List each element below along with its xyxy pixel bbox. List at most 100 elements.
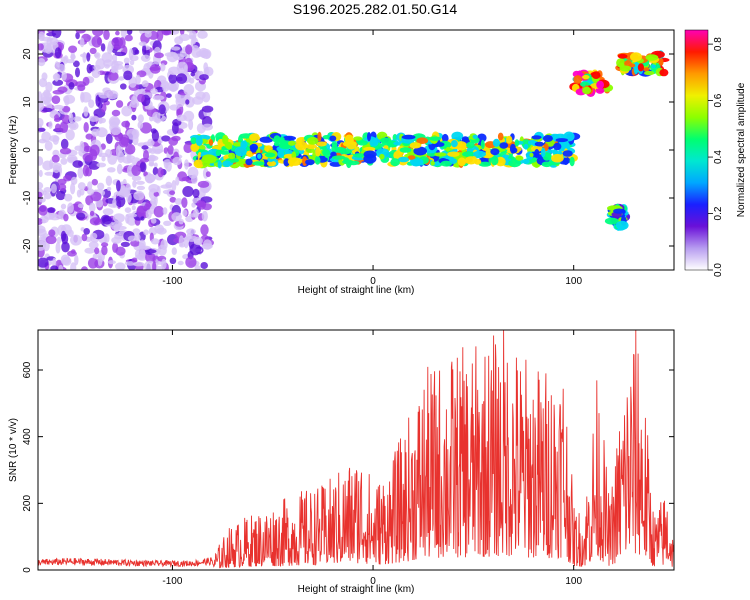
heatmap-cell: [67, 156, 78, 162]
colorbar-ticks: 0.0 0.2 0.4 0.6 0.8: [708, 37, 724, 277]
heatmap-cell: [141, 80, 149, 88]
heatmap-cell: [582, 75, 590, 80]
heatmap-cell: [315, 146, 321, 157]
heatmap-cell: [101, 52, 113, 63]
snr-series: [38, 330, 674, 569]
heatmap-cell: [102, 208, 114, 216]
heatmap-xlabel: Height of straight line (km): [298, 285, 415, 296]
heatmap-cell: [77, 182, 86, 191]
colorbar-tick-label: 0.2: [713, 206, 724, 220]
heatmap-cell: [172, 122, 179, 135]
heatmap-cell: [93, 64, 101, 71]
heatmap-cell: [139, 161, 147, 173]
heatmap-cell: [201, 123, 213, 131]
heatmap-cell: [347, 160, 360, 166]
heatmap-cell: [508, 159, 521, 168]
snr-ylabel: SNR (10 * v/v): [8, 418, 19, 482]
heatmap-cell: [165, 181, 173, 188]
heatmap-cell: [38, 117, 44, 128]
heatmap-cell: [111, 65, 117, 74]
heatmap-cell: [87, 257, 99, 269]
heatmap-cell: [172, 156, 182, 166]
heatmap-cell: [114, 233, 122, 240]
heatmap-cell: [145, 200, 152, 208]
heatmap-cell: [171, 180, 177, 192]
y-tick-label: 400: [22, 428, 33, 445]
colorbar-tick-label: 0.4: [713, 150, 724, 164]
heatmap-cell: [331, 155, 346, 160]
heatmap-cell: [273, 141, 280, 147]
chart-title: S196.2025.282.01.50.G14: [292, 1, 458, 17]
heatmap-cell: [282, 135, 296, 141]
heatmap-cell: [101, 155, 106, 162]
heatmap-cell: [41, 72, 48, 81]
heatmap-cell: [68, 112, 74, 124]
heatmap-cell: [203, 62, 209, 72]
heatmap-cell: [76, 212, 86, 220]
heatmap-cell: [107, 260, 116, 265]
heatmap-cell: [197, 180, 210, 188]
heatmap-cell: [74, 145, 83, 151]
heatmap-cell: [190, 143, 200, 152]
heatmap-cell: [168, 73, 178, 84]
heatmap-cell: [186, 228, 196, 235]
heatmap-cell: [41, 219, 46, 224]
heatmap-cell: [208, 139, 214, 146]
heatmap-cell: [91, 128, 100, 137]
x-tick-label: 0: [370, 576, 376, 587]
heatmap-cell: [474, 158, 482, 165]
heatmap-cell: [550, 133, 560, 139]
heatmap-cell: [645, 54, 659, 61]
x-tick-label: 100: [565, 276, 582, 287]
heatmap-cell: [164, 52, 177, 57]
heatmap-cell: [68, 82, 75, 90]
heatmap-cell: [177, 171, 188, 182]
heatmap-cell: [38, 191, 43, 198]
heatmap-cell: [152, 167, 159, 176]
heatmap-cell: [41, 107, 53, 112]
heatmap-cell: [613, 208, 626, 214]
heatmap-cell: [124, 207, 132, 214]
heatmap-cell: [61, 233, 69, 245]
heatmap-cell: [191, 45, 199, 51]
heatmap-cell: [120, 241, 130, 247]
heatmap-cell: [86, 52, 91, 62]
heatmap-cell: [295, 141, 308, 151]
heatmap-cell: [72, 160, 84, 168]
heatmap-cell: [117, 151, 125, 163]
heatmap-cell: [217, 160, 222, 169]
heatmap-cell: [161, 135, 171, 142]
heatmap-cell: [45, 235, 57, 245]
heatmap-cell: [125, 213, 138, 218]
heatmap-cell: [133, 190, 145, 201]
heatmap-cell: [147, 138, 155, 147]
heatmap-cell: [153, 191, 159, 197]
heatmap-cell: [659, 68, 669, 77]
heatmap-cell: [186, 235, 198, 242]
heatmap-cell: [113, 61, 124, 66]
heatmap-cell: [176, 114, 187, 122]
heatmap-cell: [344, 134, 354, 144]
heatmap-cell: [129, 100, 140, 108]
heatmap-cell: [555, 138, 568, 143]
heatmap-cell: [166, 86, 179, 91]
heatmap-cell: [322, 149, 328, 156]
heatmap-cell: [43, 89, 51, 98]
heatmap-cell: [411, 158, 424, 166]
heatmap-cell: [105, 149, 112, 158]
heatmap-cell: [451, 131, 464, 141]
heatmap-cell: [316, 141, 327, 147]
heatmap-cell: [63, 55, 69, 64]
heatmap-cell: [86, 63, 93, 74]
y-tick-label: 10: [22, 96, 33, 108]
heatmap-cell: [137, 121, 144, 129]
heatmap-cell: [107, 167, 116, 173]
heatmap-cell: [462, 151, 476, 158]
x-tick-label: 100: [565, 576, 582, 587]
heatmap-cell: [266, 160, 277, 167]
colorbar-tick-label: 0.0: [713, 263, 724, 277]
heatmap-cell: [222, 160, 232, 168]
heatmap-cell: [188, 119, 194, 131]
heatmap-cell: [136, 205, 149, 218]
heatmap-cell: [447, 151, 460, 157]
